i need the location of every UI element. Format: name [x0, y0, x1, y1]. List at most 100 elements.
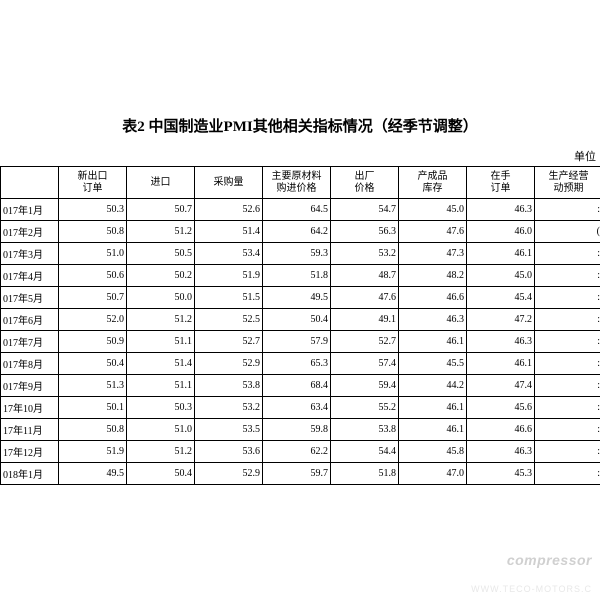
table-row: 017年4月50.650.251.951.848.748.245.0: — [1, 265, 600, 287]
data-cell: 50.7 — [127, 199, 195, 221]
col-header: 进口 — [127, 167, 195, 199]
data-cell: 52.9 — [195, 353, 263, 375]
data-cell: 53.2 — [331, 243, 399, 265]
data-cell: 51.2 — [127, 221, 195, 243]
data-cell: 46.3 — [399, 309, 467, 331]
data-cell: 53.4 — [195, 243, 263, 265]
data-cell: 46.3 — [467, 199, 535, 221]
period-cell: 017年8月 — [1, 353, 59, 375]
data-cell: 46.1 — [399, 419, 467, 441]
data-cell: 50.3 — [59, 199, 127, 221]
data-cell: 52.6 — [195, 199, 263, 221]
table-row: 017年2月50.851.251.464.256.347.646.0( — [1, 221, 600, 243]
data-cell: 51.3 — [59, 375, 127, 397]
data-cell: 51.0 — [127, 419, 195, 441]
data-cell: 50.4 — [263, 309, 331, 331]
data-cell: 50.5 — [127, 243, 195, 265]
data-cell: 59.7 — [263, 463, 331, 485]
unit-label: 单位 — [0, 148, 600, 164]
data-cell: 49.1 — [331, 309, 399, 331]
data-cell: : — [535, 331, 600, 353]
data-cell: 52.7 — [195, 331, 263, 353]
data-cell: 52.0 — [59, 309, 127, 331]
data-cell: 46.6 — [399, 287, 467, 309]
pmi-table: 新出口订单进口采购量主要原材料购进价格出厂价格产成品库存在手订单生产经营动预期 … — [0, 166, 600, 485]
data-cell: : — [535, 441, 600, 463]
data-cell: 47.6 — [399, 221, 467, 243]
data-cell: 50.4 — [59, 353, 127, 375]
data-cell: 51.9 — [59, 441, 127, 463]
watermark-url: WWW.TECO-MOTORS.C — [471, 584, 592, 594]
data-cell: 50.7 — [59, 287, 127, 309]
data-cell: 68.4 — [263, 375, 331, 397]
data-cell: 65.3 — [263, 353, 331, 375]
table-row: 017年5月50.750.051.549.547.646.645.4: — [1, 287, 600, 309]
period-cell: 017年3月 — [1, 243, 59, 265]
data-cell: 51.4 — [127, 353, 195, 375]
data-cell: 64.2 — [263, 221, 331, 243]
data-cell: 49.5 — [263, 287, 331, 309]
data-cell: 53.8 — [331, 419, 399, 441]
data-cell: 59.3 — [263, 243, 331, 265]
data-cell: 57.4 — [331, 353, 399, 375]
data-cell: 50.2 — [127, 265, 195, 287]
data-cell: 62.2 — [263, 441, 331, 463]
data-cell: 51.2 — [127, 441, 195, 463]
period-cell: 017年6月 — [1, 309, 59, 331]
data-cell: 55.2 — [331, 397, 399, 419]
data-cell: : — [535, 419, 600, 441]
data-cell: 46.3 — [467, 441, 535, 463]
table-row: 17年12月51.951.253.662.254.445.846.3: — [1, 441, 600, 463]
data-cell: 47.3 — [399, 243, 467, 265]
data-cell: 46.1 — [399, 331, 467, 353]
data-cell: 50.9 — [59, 331, 127, 353]
data-cell: 50.0 — [127, 287, 195, 309]
col-header: 采购量 — [195, 167, 263, 199]
data-cell: 51.9 — [195, 265, 263, 287]
table-row: 017年1月50.350.752.664.554.745.046.3: — [1, 199, 600, 221]
data-cell: : — [535, 243, 600, 265]
data-cell: 46.1 — [467, 353, 535, 375]
data-cell: 46.6 — [467, 419, 535, 441]
data-cell: 52.9 — [195, 463, 263, 485]
period-cell: 017年4月 — [1, 265, 59, 287]
data-cell: 44.2 — [399, 375, 467, 397]
period-cell: 17年11月 — [1, 419, 59, 441]
data-cell: 51.1 — [127, 331, 195, 353]
data-cell: 50.8 — [59, 419, 127, 441]
col-header: 产成品库存 — [399, 167, 467, 199]
data-cell: 48.7 — [331, 265, 399, 287]
data-cell: 48.2 — [399, 265, 467, 287]
data-cell: 51.2 — [127, 309, 195, 331]
data-cell: 56.3 — [331, 221, 399, 243]
col-header: 主要原材料购进价格 — [263, 167, 331, 199]
data-cell: 47.2 — [467, 309, 535, 331]
data-cell: : — [535, 287, 600, 309]
data-cell: 52.7 — [331, 331, 399, 353]
col-header: 生产经营动预期 — [535, 167, 600, 199]
table-row: 017年7月50.951.152.757.952.746.146.3: — [1, 331, 600, 353]
table-row: 017年8月50.451.452.965.357.445.546.1: — [1, 353, 600, 375]
data-cell: 54.4 — [331, 441, 399, 463]
data-cell: 47.0 — [399, 463, 467, 485]
data-cell: 51.1 — [127, 375, 195, 397]
period-cell: 017年7月 — [1, 331, 59, 353]
data-cell: : — [535, 375, 600, 397]
data-cell: 45.8 — [399, 441, 467, 463]
col-header: 新出口订单 — [59, 167, 127, 199]
data-cell: 50.8 — [59, 221, 127, 243]
table-row: 17年10月50.150.353.263.455.246.145.6: — [1, 397, 600, 419]
period-cell: 17年10月 — [1, 397, 59, 419]
data-cell: 53.5 — [195, 419, 263, 441]
data-cell: 53.8 — [195, 375, 263, 397]
period-cell: 017年5月 — [1, 287, 59, 309]
data-cell: 51.0 — [59, 243, 127, 265]
period-cell: 017年9月 — [1, 375, 59, 397]
data-cell: 57.9 — [263, 331, 331, 353]
data-cell: 50.6 — [59, 265, 127, 287]
data-cell: 63.4 — [263, 397, 331, 419]
table-title: 表2 中国制造业PMI其他相关指标情况（经季节调整） — [0, 115, 600, 136]
data-cell: 45.5 — [399, 353, 467, 375]
data-cell: 64.5 — [263, 199, 331, 221]
data-cell: 46.1 — [399, 397, 467, 419]
